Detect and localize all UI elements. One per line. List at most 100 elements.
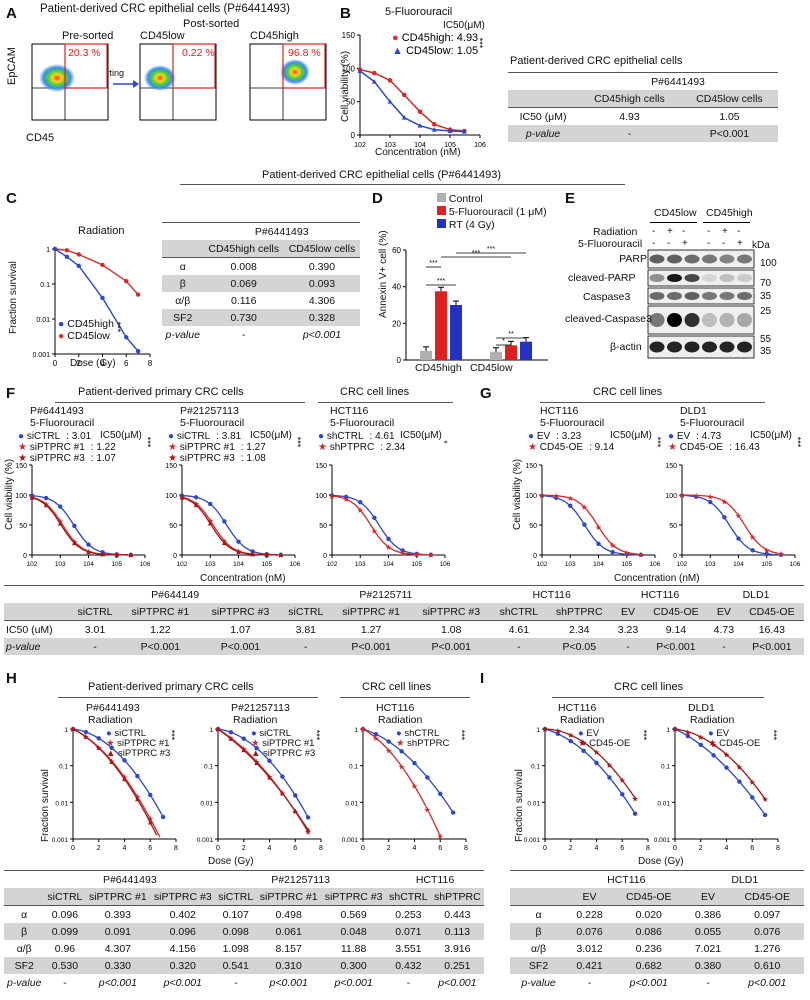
table-cell: 0.330 (85, 957, 151, 974)
table-cell: shCTRL (491, 603, 547, 621)
panel-d-legend-control: Control (437, 193, 483, 205)
table-cell: α (535, 908, 542, 921)
data-point (193, 502, 199, 508)
treat-sign-fu: - (667, 238, 671, 249)
table-cell: 4.61 (508, 623, 530, 636)
legend-symbol: ★ (578, 738, 590, 749)
table-cell: 3.81 (295, 623, 317, 636)
x-tick-label: 2 (242, 845, 246, 852)
data-point (581, 748, 586, 753)
data-point (736, 536, 741, 541)
data-point (610, 549, 615, 555)
treat-sign-fu: - (722, 238, 726, 249)
y-tick-label: 150 (315, 463, 327, 470)
blot-band (702, 313, 717, 327)
table-cell: siPTPRC #3 (321, 888, 387, 906)
fit-line (72, 728, 164, 818)
x-tick-label: 106 (474, 142, 486, 149)
legend-name: shCTRL (404, 728, 440, 739)
panel-b-xlabel: Concentration (nM) (375, 147, 461, 158)
data-point: ★ (762, 795, 769, 804)
panel-c-ylabel: Fraction survival (8, 261, 19, 334)
table-cell: siPTPRC #1 (256, 888, 322, 906)
data-point (228, 736, 234, 741)
panel-h-group2: CRC cell lines (362, 681, 432, 693)
data-point (280, 774, 285, 779)
legend-symbol: ★ (18, 442, 30, 453)
x-tick-label: 105 (621, 561, 632, 568)
data-point: ★ (736, 763, 743, 772)
panel-g-xlabel: Concentration (nM) (614, 573, 700, 584)
data-point (122, 758, 127, 763)
data-point: ★ (553, 492, 560, 501)
legend-value: : 1.22 (90, 442, 116, 453)
data-point: ★ (637, 550, 644, 559)
legend-name: EV (536, 431, 551, 442)
y-tick-label: 0.001 (524, 837, 541, 844)
y-tick-label: 40 (392, 283, 401, 292)
blot-band (719, 254, 735, 264)
table-cell: P#2125711 (359, 588, 413, 601)
legend-symbol: ★ (251, 738, 263, 749)
data-point: ★ (749, 533, 756, 542)
legend-symbol: ▲ (106, 748, 119, 759)
plot-title: HCT116 (540, 405, 579, 417)
sig-label: ** (508, 331, 514, 338)
data-point (250, 551, 255, 557)
fit-line (362, 728, 454, 813)
x-tick-label: 0 (53, 359, 58, 368)
table-cell: 11.88 (340, 942, 367, 955)
table-cell: 4.307 (104, 942, 131, 955)
section-title: Patient-derived CRC epithelial cells (P#… (262, 169, 502, 181)
data-point: ★ (357, 506, 364, 515)
x-tick-label: 102 (677, 561, 688, 568)
x-tick-label: 104 (233, 561, 244, 568)
panel-d-ylabel: Annexin V+ cell (%) (378, 230, 389, 318)
plot-sig: * (438, 440, 449, 444)
legend-symbol: ★ (168, 453, 180, 464)
table-cell: 4.156 (169, 942, 196, 955)
data-point (208, 501, 213, 507)
table-cell: P#6441493 (102, 873, 157, 886)
data-point (722, 515, 727, 520)
panel-d-group-low: CD45low (470, 362, 513, 374)
blot-band (649, 254, 665, 264)
plot-title: HCT116 (558, 702, 597, 714)
treat-sign-fu: - (652, 238, 656, 249)
data-point: ★ (632, 794, 639, 803)
plot-ic50-head: IC50(μM) (400, 430, 442, 441)
blot-band (702, 254, 717, 264)
table-cell: β (4, 923, 45, 940)
table-cell: SF2 (4, 957, 45, 974)
table-cell: - (612, 638, 644, 655)
table-cell: 1.22 (150, 623, 171, 636)
legend-value: : 2.34 (380, 442, 406, 453)
y-tick-label: 1 (209, 727, 213, 734)
table-cell: P#644149 (151, 588, 200, 601)
table-cell: siPTPRC #1 (331, 603, 412, 621)
data-point: ★ (697, 733, 704, 742)
table-cell: 0.253 (395, 908, 422, 921)
table-cell: 0.393 (104, 908, 131, 921)
table-cell: - (491, 638, 547, 655)
plot-sub: Radiation (88, 714, 133, 726)
y-tick-label: 0 (173, 553, 177, 560)
data-point (399, 749, 404, 754)
pct-cd45low: 0.22 % (182, 47, 215, 59)
table-cell: EV (567, 888, 613, 906)
panel-label-f: F (6, 385, 16, 402)
data-point-CD45low (387, 99, 393, 104)
table-cell: 2.34 (569, 623, 590, 636)
data-point-CD45low (100, 295, 105, 301)
x-tick-label: 2 (387, 845, 391, 852)
data-point: ★ (567, 731, 574, 740)
y-tick-label: 100 (665, 493, 677, 500)
data-point: ★ (385, 746, 392, 755)
y-tick-label: 0.1 (531, 764, 540, 771)
panel-d-legend-fu: 5-Fluorouracil (1 μM) (437, 206, 547, 218)
panel-e-kda: kDa (752, 240, 770, 251)
legend-symbol: ★ (396, 738, 408, 749)
fit-line (217, 728, 309, 833)
panel-e-fu-label: 5-Fluorouracil (578, 238, 643, 250)
table-cell: CD45-OE (612, 888, 686, 906)
